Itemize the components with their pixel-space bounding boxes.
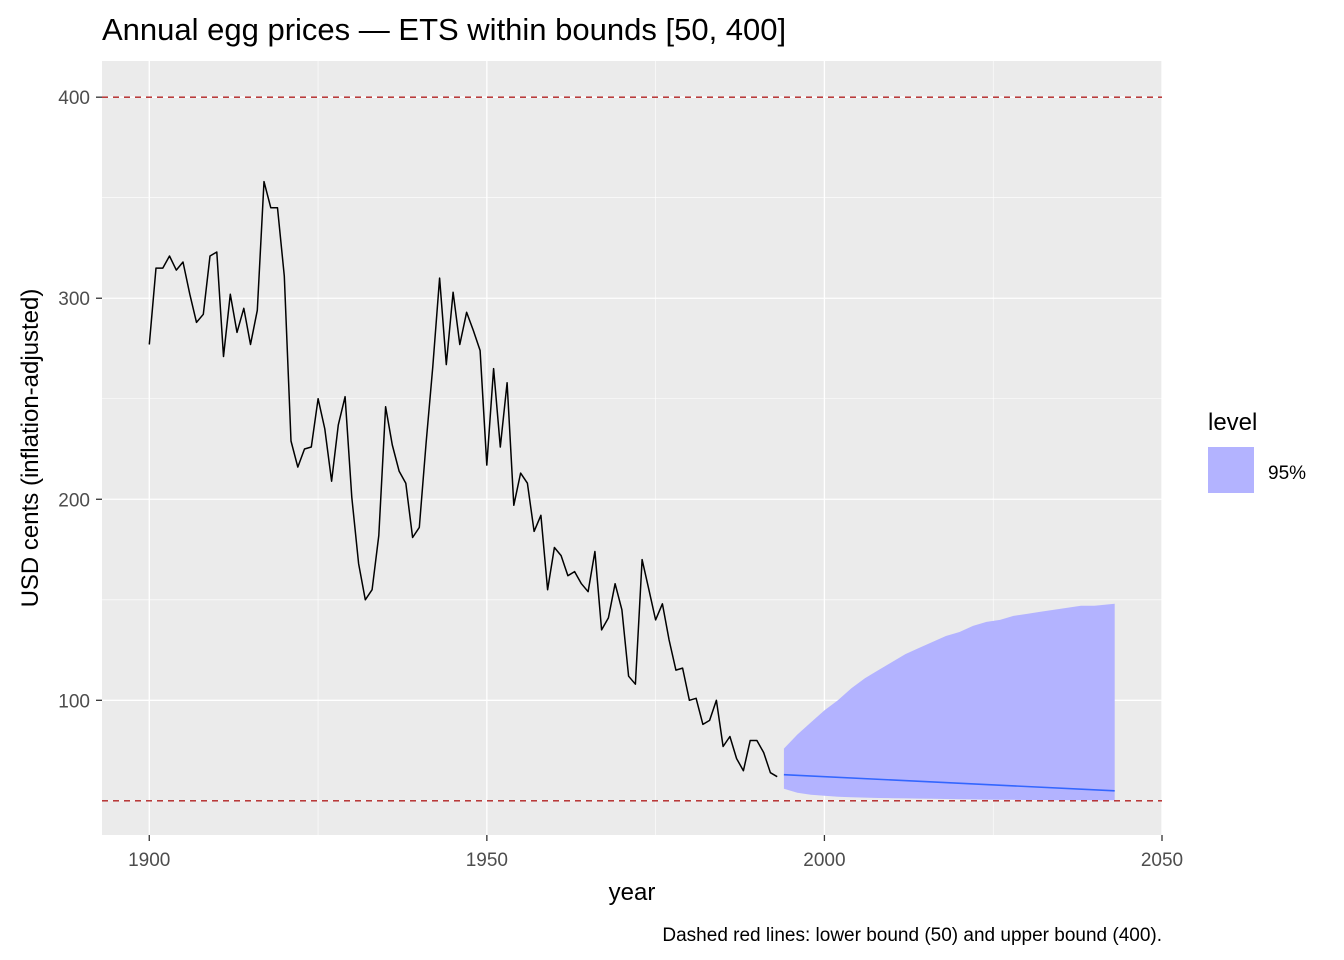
x-axis-ticks: 1900 1950 2000 2050: [128, 835, 1183, 871]
chart-title: Annual egg prices — ETS within bounds [5…: [102, 12, 786, 47]
legend-title: level: [1208, 409, 1257, 436]
y-tick-label: 300: [58, 289, 90, 310]
series-layer: [148, 180, 1115, 792]
y-tick-label: 100: [58, 691, 90, 712]
legend-key-95: [1208, 447, 1254, 493]
chart-caption: Dashed red lines: lower bound (50) and u…: [662, 925, 1162, 946]
interval-layer: [783, 603, 1115, 801]
interval-95-band: [783, 603, 1115, 801]
x-tick-label: 2050: [1141, 850, 1183, 871]
forecast-mean-line: [783, 773, 1115, 792]
x-tick-label: 1950: [466, 850, 508, 871]
x-tick-label: 1900: [128, 850, 170, 871]
y-tick-label: 400: [58, 88, 90, 109]
bounds-layer: [102, 96, 1162, 802]
x-tick-label: 2000: [803, 850, 845, 871]
x-axis-title: year: [609, 879, 656, 906]
y-tick-label: 200: [58, 490, 90, 511]
history-line: [148, 180, 778, 778]
y-axis-ticks: 100 200 300 400: [58, 88, 102, 712]
legend-label-95: 95%: [1268, 463, 1306, 484]
y-axis-title: USD cents (inflation-adjusted): [17, 289, 44, 608]
